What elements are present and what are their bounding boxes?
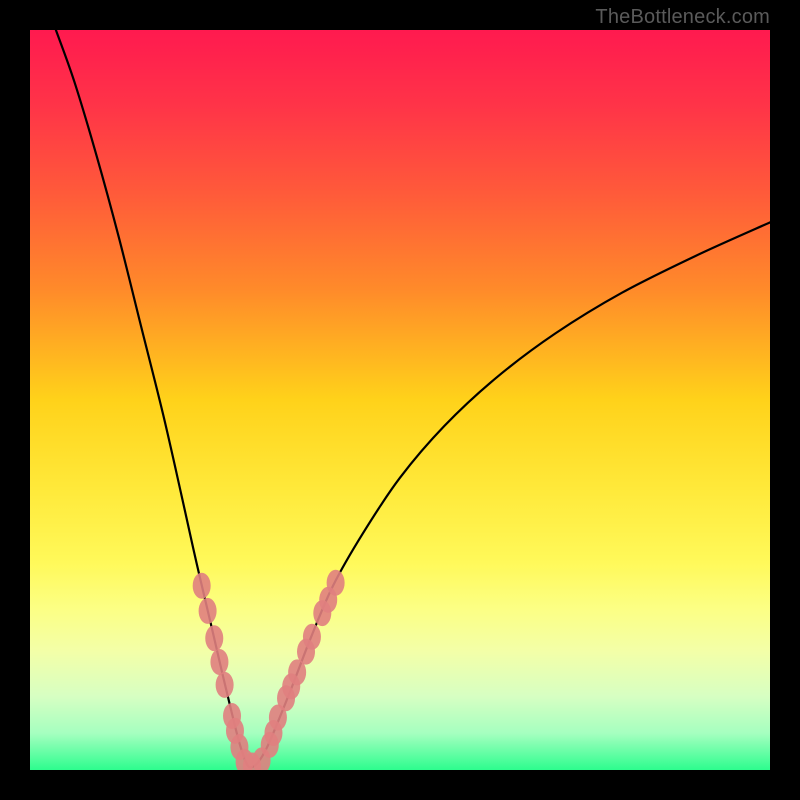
curve-bead	[216, 672, 234, 698]
plot-area	[30, 30, 770, 770]
curve-bead	[303, 624, 321, 650]
watermark-text: TheBottleneck.com	[595, 6, 770, 29]
curve-bead	[205, 625, 223, 651]
curve-bead	[193, 573, 211, 599]
curve-bead	[199, 598, 217, 624]
outer-frame: TheBottleneck.com	[0, 0, 800, 800]
gradient-background	[30, 30, 770, 770]
curve-bead	[327, 570, 345, 596]
chart-svg	[30, 30, 770, 770]
curve-bead	[210, 649, 228, 675]
